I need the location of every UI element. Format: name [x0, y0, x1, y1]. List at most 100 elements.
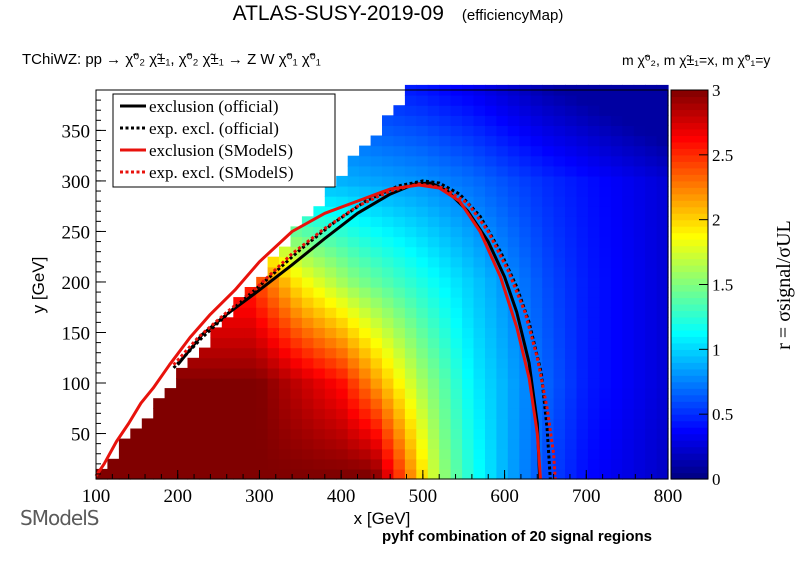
heatmap-cell	[576, 408, 589, 419]
heatmap-cell	[622, 226, 635, 238]
heatmap-cell	[404, 135, 417, 147]
heatmap-cell	[393, 458, 406, 470]
heatmap-cell	[427, 216, 440, 227]
heatmap-cell	[141, 438, 154, 450]
heatmap-cell	[324, 186, 337, 197]
heatmap-cell	[347, 297, 360, 308]
heatmap-cell	[382, 378, 394, 389]
heatmap-cell	[256, 408, 269, 419]
heatmap-cell	[187, 418, 200, 430]
heatmap-cell	[301, 408, 314, 419]
heatmap-cell	[599, 347, 612, 359]
heatmap-cell	[656, 266, 669, 278]
heatmap-cell	[553, 287, 566, 298]
heatmap-cell	[450, 287, 463, 298]
heatmap-cell	[530, 256, 543, 268]
heatmap-cell	[233, 357, 246, 369]
heatmap-cell	[324, 458, 337, 470]
heatmap-cell	[656, 307, 669, 318]
heatmap-cell	[587, 276, 600, 288]
heatmap-cell	[622, 175, 635, 187]
heatmap-cell	[370, 175, 383, 187]
heatmap-cell	[542, 317, 555, 328]
heatmap-cell	[530, 145, 543, 157]
heatmap-cell	[519, 468, 532, 480]
heatmap-cell	[279, 408, 291, 419]
heatmap-cell	[347, 327, 360, 339]
heatmap-cell	[336, 256, 349, 268]
heatmap-cell	[256, 428, 269, 440]
heatmap-cell	[256, 438, 269, 450]
heatmap-cell	[576, 105, 589, 116]
heatmap-cell	[199, 448, 211, 460]
heatmap-cell	[347, 448, 360, 460]
logo-text: SModelS	[20, 506, 99, 530]
color-bar-segment	[671, 414, 708, 422]
heatmap-cell	[370, 448, 383, 460]
heatmap-cell	[565, 145, 577, 157]
heatmap-cell	[633, 196, 646, 207]
heatmap-cell	[382, 438, 394, 450]
heatmap-cell	[473, 327, 486, 339]
heatmap-cell	[290, 378, 303, 389]
heatmap-cell	[530, 246, 543, 258]
curve-exp-excl-official	[172, 179, 552, 480]
y-tick-label: 100	[62, 374, 91, 395]
heatmap-cell	[359, 145, 372, 157]
heatmap-cell	[565, 186, 577, 197]
heatmap-cell	[416, 398, 429, 409]
heatmap-cell	[633, 216, 646, 227]
color-bar-segment	[671, 219, 708, 227]
heatmap-cell	[485, 276, 497, 288]
heatmap-cell	[645, 266, 658, 278]
heatmap-cell	[370, 378, 383, 389]
heatmap-cell	[462, 367, 475, 379]
heatmap-cell	[519, 327, 532, 339]
heatmap-cell	[462, 307, 475, 318]
heatmap-cell	[565, 216, 577, 227]
heatmap-cell	[416, 287, 429, 298]
heatmap-cell	[599, 448, 612, 460]
title-text: ATLAS-SUSY-2019-09	[232, 2, 444, 25]
heatmap-cell	[645, 175, 658, 187]
heatmap-cell	[645, 186, 658, 197]
heatmap-cell	[404, 307, 417, 318]
heatmap-cell	[633, 388, 646, 399]
heatmap-cell	[610, 448, 623, 460]
heatmap-cell	[359, 216, 372, 227]
heatmap-cell	[370, 145, 383, 157]
heatmap-cell	[256, 357, 269, 369]
heatmap-cell	[450, 105, 463, 116]
heatmap-cell	[622, 165, 635, 177]
heatmap-cell	[576, 418, 589, 430]
heatmap-cell	[530, 468, 543, 480]
heatmap-cell	[565, 297, 577, 308]
heatmap-cell	[393, 378, 406, 389]
heatmap-cell	[610, 307, 623, 318]
curve-exp-excl-smodels	[172, 182, 557, 480]
heatmap-cell	[290, 448, 303, 460]
heatmap-cell	[587, 458, 600, 470]
heatmap-cell	[290, 337, 303, 349]
heatmap-cell	[153, 428, 166, 440]
x-tick-label: 100	[82, 486, 111, 507]
heatmap-cell	[267, 458, 280, 470]
heatmap-cell	[610, 246, 623, 258]
heatmap-cell	[576, 246, 589, 258]
heatmap-cell	[496, 357, 509, 369]
heatmap-cell	[382, 145, 394, 157]
heatmap-cell	[290, 317, 303, 328]
heatmap-cell	[370, 388, 383, 399]
heatmap-cell	[256, 468, 269, 480]
x-tick-label: 500	[409, 486, 438, 507]
heatmap-cell	[587, 378, 600, 389]
heatmap-cell	[324, 337, 337, 349]
heatmap-cell	[542, 297, 555, 308]
color-bar-segment	[671, 284, 708, 292]
heatmap-cell	[279, 398, 291, 409]
heatmap-cell	[279, 347, 291, 359]
heatmap-cell	[450, 145, 463, 157]
heatmap-cell	[359, 468, 372, 480]
heatmap-cell	[656, 196, 669, 207]
heatmap-cell	[324, 448, 337, 460]
